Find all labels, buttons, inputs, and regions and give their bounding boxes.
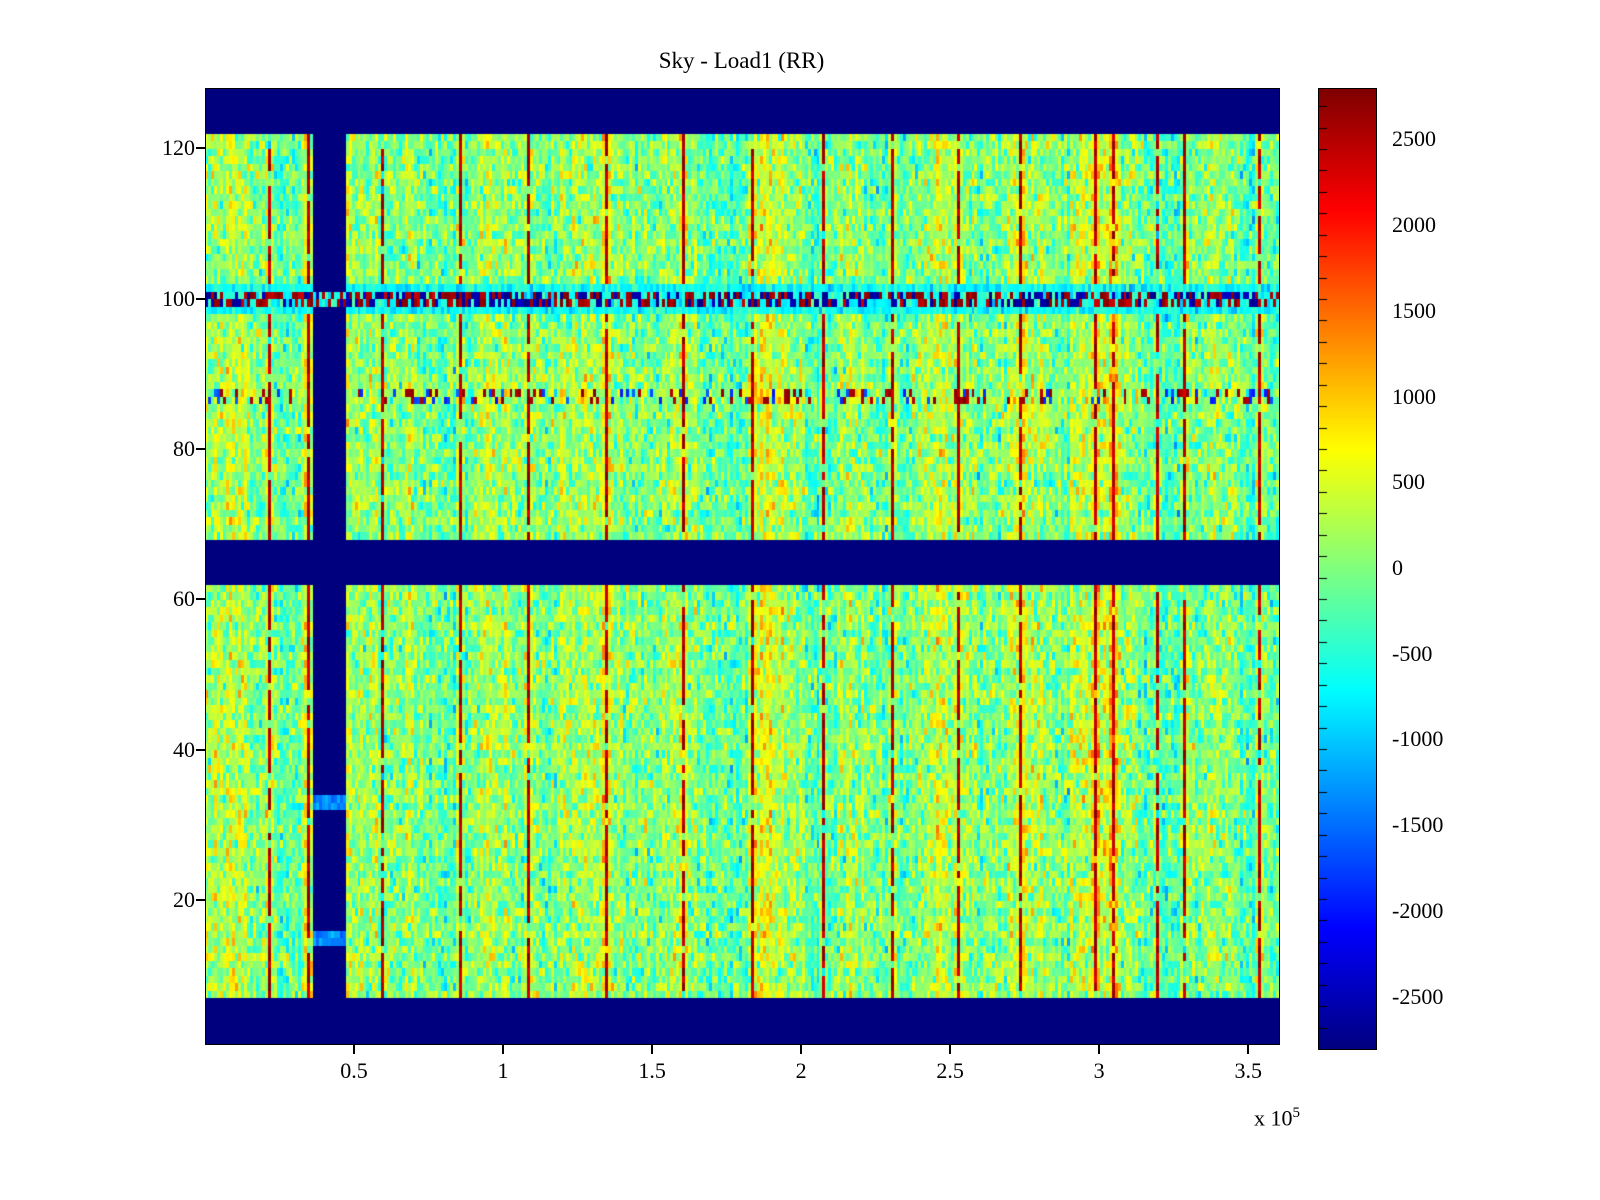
colorbar-tick-label: 0: [1392, 555, 1403, 580]
x-tick-mark: [651, 1045, 654, 1054]
colorbar-tick-label: -2000: [1392, 897, 1444, 923]
y-tick-mark: [196, 899, 205, 902]
y-tick-mark: [196, 598, 205, 601]
x-scale-exponent: 5: [1292, 1105, 1301, 1121]
x-tick-mark: [800, 1045, 803, 1054]
y-tick-mark: [196, 748, 205, 751]
x-tick-label: 0.5: [340, 1058, 368, 1083]
y-tick-label: 40: [173, 736, 195, 762]
y-tick-label: 120: [162, 135, 195, 161]
y-tick-mark: [196, 297, 205, 300]
y-tick-label: 60: [173, 586, 195, 612]
colorbar: [1318, 88, 1377, 1050]
plot-title: Sky - Load1 (RR): [658, 48, 825, 73]
x-tick-label: 2: [795, 1058, 807, 1083]
x-tick-mark: [1098, 1045, 1101, 1054]
x-axis-scale-annotation: x 105: [1190, 1105, 1300, 1131]
plot-area: [205, 88, 1280, 1045]
colorbar-tick-label: -2500: [1392, 983, 1444, 1009]
x-tick-label: 2.5: [936, 1058, 964, 1083]
x-tick-mark: [353, 1045, 356, 1054]
y-tick-mark: [196, 447, 205, 450]
y-tick-mark: [196, 147, 205, 150]
colorbar-tick-label: 1500: [1392, 297, 1436, 323]
colorbar-tick-label: 2000: [1392, 212, 1436, 238]
colorbar-tick-label: 500: [1392, 469, 1425, 495]
colorbar-canvas: [1319, 89, 1376, 1049]
colorbar-tick-label: -1000: [1392, 726, 1444, 752]
y-tick-label: 20: [173, 887, 195, 913]
colorbar-tick-label: -500: [1392, 640, 1433, 666]
colorbar-tick-label: 2500: [1392, 126, 1436, 152]
heatmap-canvas: [206, 89, 1279, 1044]
x-tick-label: 1.5: [638, 1058, 666, 1083]
x-tick-label: 3: [1093, 1058, 1105, 1083]
x-tick-mark: [502, 1045, 505, 1054]
x-tick-mark: [1247, 1045, 1250, 1054]
x-tick-label: 3.5: [1234, 1058, 1262, 1083]
x-tick-label: 1: [497, 1058, 509, 1083]
x-tick-mark: [949, 1045, 952, 1054]
colorbar-tick-label: 1000: [1392, 383, 1436, 409]
colorbar-tick-label: -1500: [1392, 812, 1444, 838]
y-tick-label: 80: [173, 435, 195, 461]
x-scale-mantissa: x 10: [1254, 1105, 1293, 1131]
y-tick-label: 100: [162, 285, 195, 311]
